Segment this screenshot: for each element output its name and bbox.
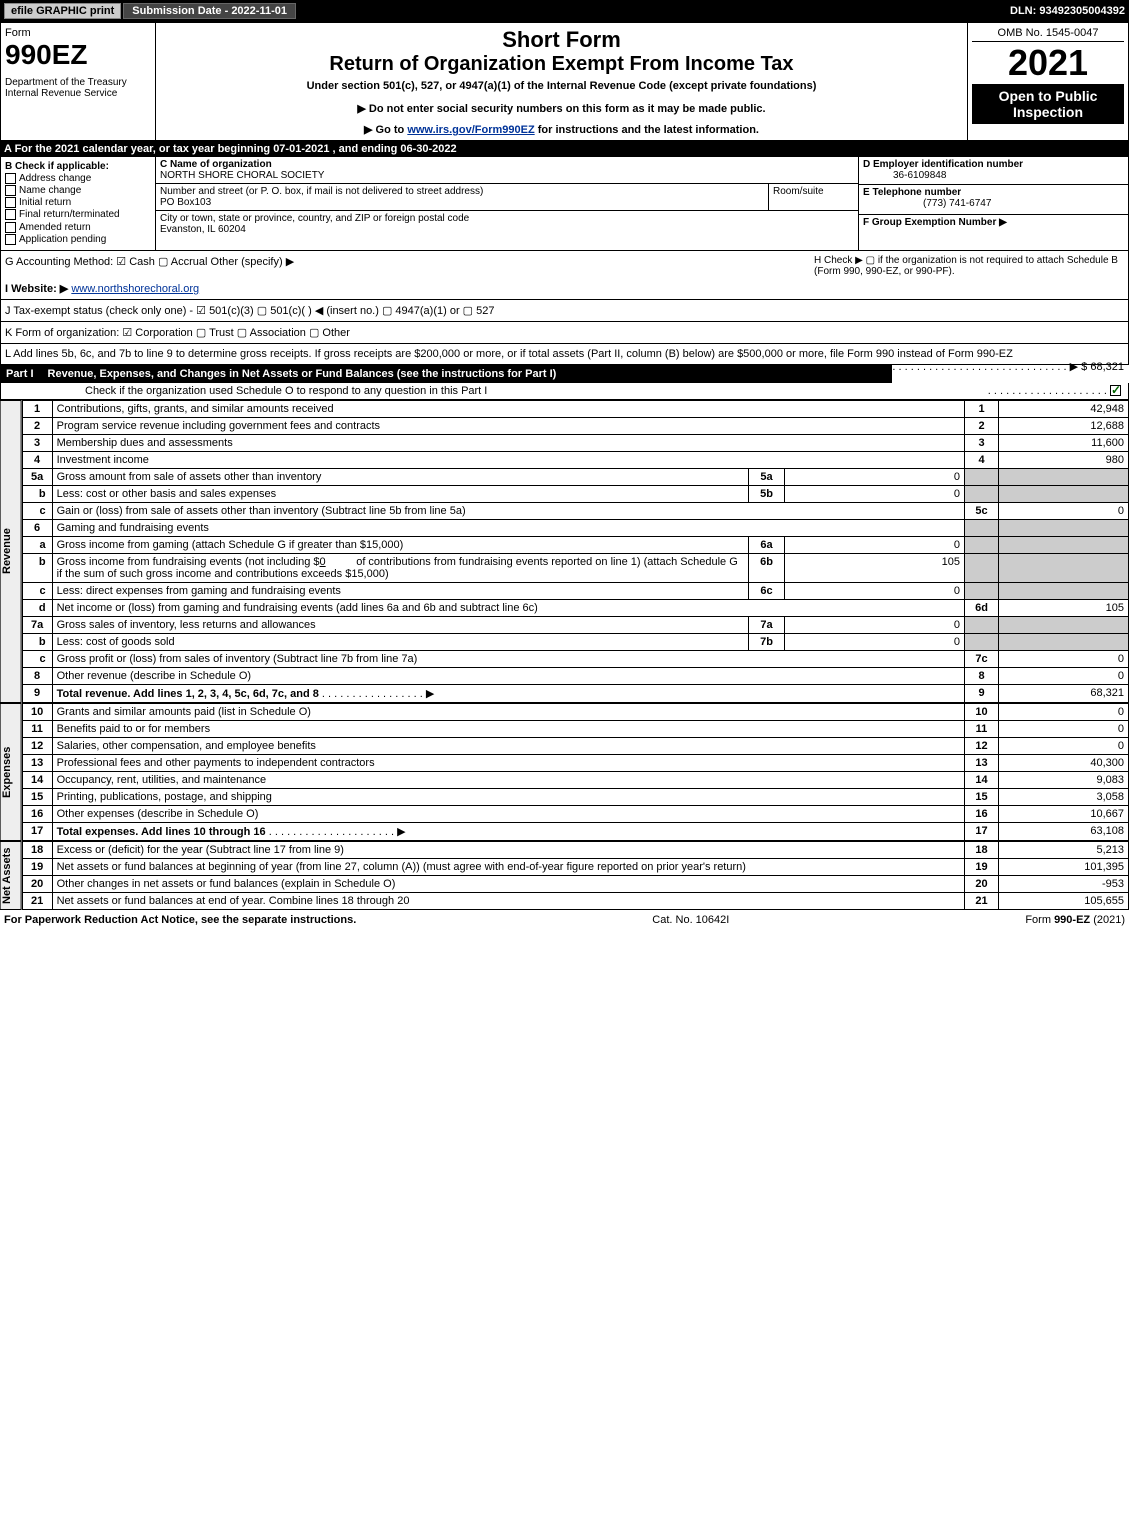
topbar: efile GRAPHIC print Submission Date - 20…: [0, 0, 1129, 22]
chk-final-return[interactable]: Final return/terminated: [5, 209, 151, 220]
side-revenue: Revenue: [0, 400, 22, 703]
footer: For Paperwork Reduction Act Notice, see …: [0, 910, 1129, 930]
form-label: Form: [5, 27, 151, 39]
ssn-warning: ▶ Do not enter social security numbers o…: [164, 102, 959, 115]
chk-pending[interactable]: Application pending: [5, 234, 151, 245]
org-name-box: C Name of organization NORTH SHORE CHORA…: [156, 157, 858, 183]
return-title: Return of Organization Exempt From Incom…: [164, 53, 959, 76]
irs-link[interactable]: www.irs.gov/Form990EZ: [407, 124, 534, 136]
tax-year: 2021: [972, 42, 1124, 84]
efile-print-btn[interactable]: efile GRAPHIC print: [4, 3, 121, 19]
side-expenses: Expenses: [0, 703, 22, 841]
omb: OMB No. 1545-0047: [972, 27, 1124, 42]
side-netassets: Net Assets: [0, 841, 22, 910]
submission-date-btn[interactable]: Submission Date - 2022-11-01: [123, 3, 296, 19]
open-to-public: Open to Public Inspection: [972, 84, 1124, 124]
accounting-method: G Accounting Method: ☑ Cash ▢ Accrual Ot…: [5, 255, 814, 268]
row-J: J Tax-exempt status (check only one) - ☑…: [0, 300, 1129, 322]
row-K: K Form of organization: ☑ Corporation ▢ …: [0, 322, 1129, 344]
B-title: B Check if applicable:: [5, 161, 109, 172]
form-number: 990EZ: [5, 39, 151, 71]
form-header: Form 990EZ Department of the Treasury In…: [0, 22, 1129, 141]
chk-initial-return[interactable]: Initial return: [5, 197, 151, 208]
row-A: A For the 2021 calendar year, or tax yea…: [0, 141, 1129, 157]
city-box: City or town, state or province, country…: [156, 211, 858, 237]
dept: Department of the Treasury Internal Reve…: [5, 77, 151, 99]
schedule-o-check[interactable]: [1110, 385, 1121, 396]
expenses-table: 10Grants and similar amounts paid (list …: [22, 703, 1129, 841]
col-DEF: D Employer identification number 36-6109…: [858, 157, 1128, 250]
website-line: I Website: ▶ www.northshorechoral.org: [5, 282, 814, 295]
H-check: H Check ▶ ▢ if the organization is not r…: [814, 255, 1124, 295]
street-box: Number and street (or P. O. box, if mail…: [156, 184, 768, 210]
part1-header: Part I Revenue, Expenses, and Changes in…: [0, 365, 892, 383]
row-L: L Add lines 5b, 6c, and 7b to line 9 to …: [0, 344, 1129, 365]
subtitle: Under section 501(c), 527, or 4947(a)(1)…: [164, 80, 959, 92]
dln: DLN: 93492305004392: [1010, 5, 1125, 17]
website-link[interactable]: www.northshorechoral.org: [71, 283, 199, 295]
col-B: B Check if applicable: Address change Na…: [1, 157, 156, 250]
part1-note: Check if the organization used Schedule …: [0, 383, 1129, 400]
row-GH: G Accounting Method: ☑ Cash ▢ Accrual Ot…: [0, 251, 1129, 300]
short-form-title: Short Form: [164, 27, 959, 53]
room-box: Room/suite: [768, 184, 858, 210]
netassets-table: 18Excess or (deficit) for the year (Subt…: [22, 841, 1129, 910]
chk-address-change[interactable]: Address change: [5, 173, 151, 184]
chk-amended[interactable]: Amended return: [5, 222, 151, 233]
revenue-table: 1Contributions, gifts, grants, and simil…: [22, 400, 1129, 703]
chk-name-change[interactable]: Name change: [5, 185, 151, 196]
goto-line: ▶ Go to www.irs.gov/Form990EZ for instru…: [164, 123, 959, 136]
